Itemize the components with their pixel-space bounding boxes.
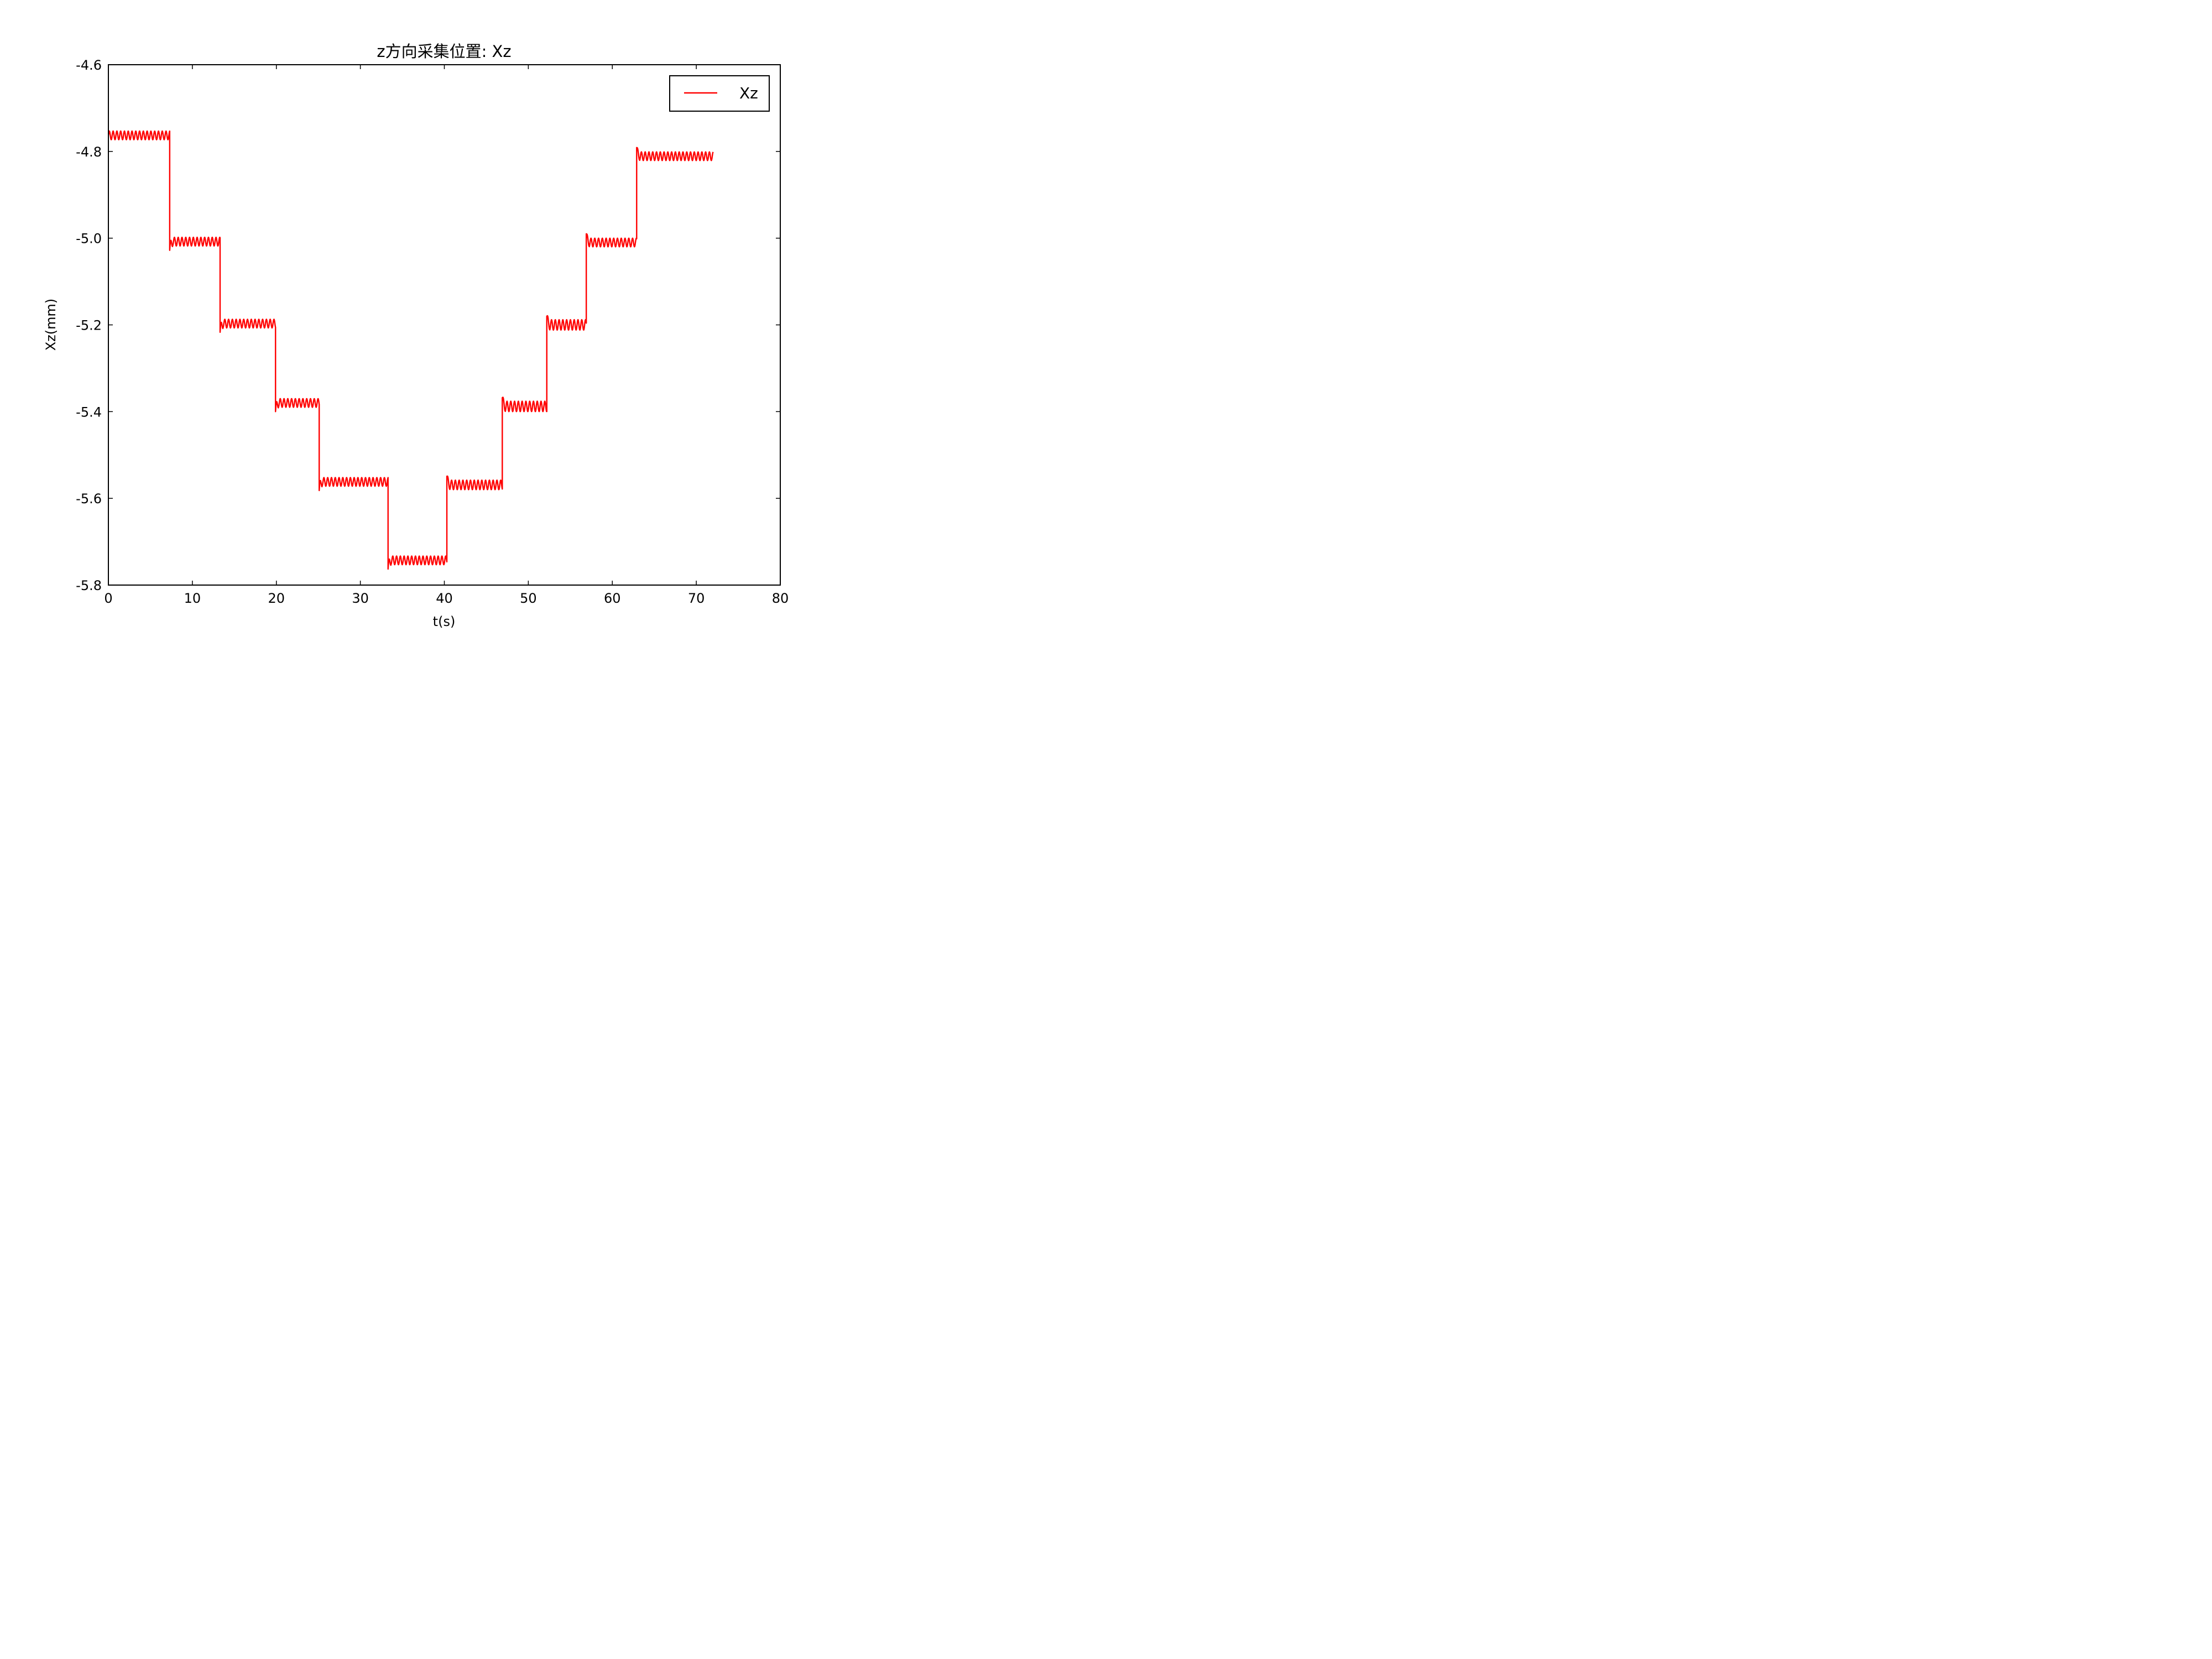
x-tick-label: 20 <box>268 591 285 606</box>
x-tick-label: 50 <box>520 591 537 606</box>
y-axis-label: Xz(mm) <box>43 299 59 351</box>
x-tick-label: 70 <box>688 591 705 606</box>
y-tick-label: -5.0 <box>76 231 102 247</box>
x-tick-label: 40 <box>436 591 453 606</box>
y-axis: -4.6 -4.8 -5.0 -5.2 -5.4 -5.6 -5.8 <box>76 58 780 593</box>
x-axis-label: t(s) <box>433 614 456 629</box>
x-tick-label: 0 <box>104 591 112 606</box>
y-tick-label: -5.6 <box>76 491 102 507</box>
x-tick-label: 30 <box>352 591 369 606</box>
chart: z方向采集位置: Xz 0 10 20 30 40 50 60 70 80 -4.6 -4.8 -5… <box>0 0 861 646</box>
series-line-xz <box>108 130 714 570</box>
x-tick-label: 80 <box>772 591 789 606</box>
legend-label-xz: Xz <box>739 84 758 102</box>
x-tick-label: 10 <box>184 591 201 606</box>
x-tick-label: 60 <box>604 591 621 606</box>
y-tick-label: -5.4 <box>76 404 102 420</box>
legend: Xz <box>669 75 770 112</box>
chart-title: z方向采集位置: Xz <box>377 42 511 61</box>
y-tick-label: -4.6 <box>76 58 102 73</box>
y-tick-label: -5.8 <box>76 578 102 593</box>
y-tick-label: -4.8 <box>76 144 102 160</box>
x-axis: 0 10 20 30 40 50 60 70 80 <box>104 65 789 606</box>
y-tick-label: -5.2 <box>76 318 102 333</box>
